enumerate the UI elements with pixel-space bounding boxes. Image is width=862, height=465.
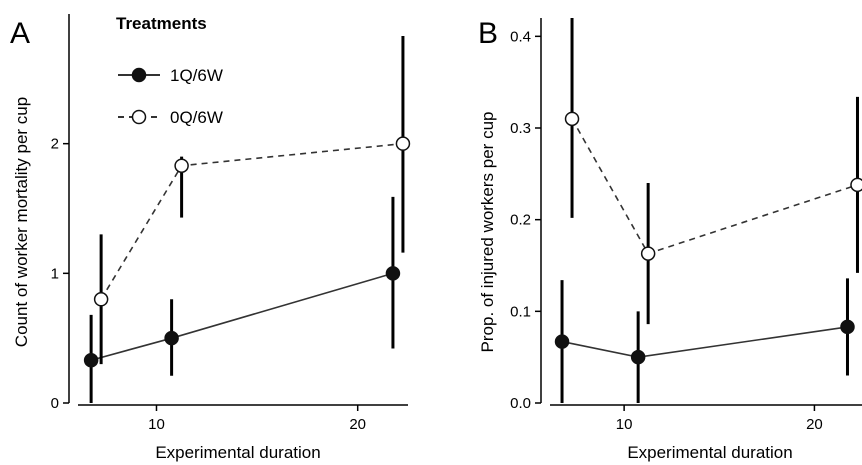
panel-b-data-point bbox=[850, 177, 862, 193]
legend: Treatments 1Q/6W 0Q/6W bbox=[116, 14, 223, 127]
panel-a-data-point bbox=[83, 352, 99, 368]
legend-marker-filled bbox=[131, 67, 147, 83]
panel-b-data-point bbox=[630, 349, 646, 365]
panel-a-ylabel: Count of worker mortality per cup bbox=[12, 97, 31, 347]
panel-a-x-tick-label: 10 bbox=[148, 416, 165, 433]
panel-b-y-tick-label: 0.0 bbox=[510, 395, 531, 412]
panel-b-data-point bbox=[554, 334, 570, 349]
panel-b-x-tick-label: 20 bbox=[806, 416, 823, 433]
panel-a: A 0 1 2 10 20 Experimental duration Count of… bbox=[10, 14, 411, 462]
panel-b-letter: B bbox=[478, 17, 498, 50]
panel-b-data-point bbox=[640, 246, 656, 261]
panel-b-y-tick-label: 0.1 bbox=[510, 303, 531, 320]
panel-b-series-line-solid bbox=[561, 326, 848, 358]
panel-a-data-point bbox=[395, 136, 411, 151]
panel-a-x-tick-label: 20 bbox=[349, 416, 366, 433]
panel-b-data-point bbox=[564, 111, 580, 127]
panel-b-x-tick-label: 10 bbox=[616, 416, 633, 433]
panel-a-plot: 0 1 2 10 20 bbox=[51, 14, 411, 433]
panel-a-y-tick-label: 1 bbox=[51, 265, 59, 282]
panel-a-y-tick-label: 2 bbox=[51, 136, 59, 153]
legend-marker-open bbox=[131, 109, 147, 125]
panel-a-data-point bbox=[385, 266, 401, 281]
legend-label-0q6w: 0Q/6W bbox=[170, 108, 223, 127]
panel-b-data-point bbox=[840, 319, 855, 335]
panel-b-xlabel: Experimental duration bbox=[627, 443, 792, 462]
panel-b-series-line-dashed bbox=[571, 118, 858, 255]
panel-a-data-point bbox=[174, 158, 189, 173]
panel-b-y-tick-label: 0.2 bbox=[510, 212, 531, 229]
panel-a-data-point bbox=[164, 330, 179, 346]
panel-b-y-tick-label: 0.4 bbox=[510, 28, 531, 45]
legend-title: Treatments bbox=[116, 14, 207, 33]
panel-b-ylabel: Prop. of injured workers per cup bbox=[478, 112, 497, 353]
panel-b-plot: 0.0 0.1 0.2 0.3 0.4 10 20 bbox=[510, 18, 862, 433]
legend-label-1q6w: 1Q/6W bbox=[170, 66, 223, 85]
panel-a-y-tick-label: 0 bbox=[51, 395, 59, 412]
panel-a-series-line-solid bbox=[90, 272, 394, 361]
panel-a-xlabel: Experimental duration bbox=[155, 443, 320, 462]
panel-a-data-point bbox=[93, 292, 109, 307]
panel-a-letter: A bbox=[10, 17, 30, 50]
panel-a-series-line-dashed bbox=[100, 142, 404, 300]
panel-b-y-tick-label: 0.3 bbox=[510, 120, 531, 137]
panel-b: B 0.0 0.1 0.2 0.3 0.4 10 20 Experimental durat… bbox=[478, 17, 862, 462]
